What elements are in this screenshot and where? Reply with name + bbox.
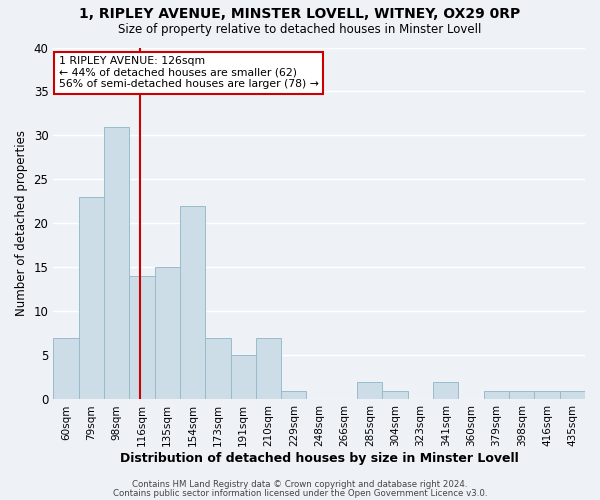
Bar <box>53 338 79 400</box>
Text: Contains public sector information licensed under the Open Government Licence v3: Contains public sector information licen… <box>113 488 487 498</box>
Bar <box>281 390 307 400</box>
Y-axis label: Number of detached properties: Number of detached properties <box>15 130 28 316</box>
Text: 1 RIPLEY AVENUE: 126sqm
← 44% of detached houses are smaller (62)
56% of semi-de: 1 RIPLEY AVENUE: 126sqm ← 44% of detache… <box>59 56 319 90</box>
Bar <box>256 338 281 400</box>
Bar <box>357 382 382 400</box>
Bar <box>180 206 205 400</box>
X-axis label: Distribution of detached houses by size in Minster Lovell: Distribution of detached houses by size … <box>120 452 518 465</box>
Bar <box>205 338 230 400</box>
Bar <box>129 276 155 400</box>
Bar <box>155 268 180 400</box>
Bar <box>433 382 458 400</box>
Bar <box>484 390 509 400</box>
Bar <box>535 390 560 400</box>
Text: 1, RIPLEY AVENUE, MINSTER LOVELL, WITNEY, OX29 0RP: 1, RIPLEY AVENUE, MINSTER LOVELL, WITNEY… <box>79 8 521 22</box>
Bar <box>382 390 408 400</box>
Text: Size of property relative to detached houses in Minster Lovell: Size of property relative to detached ho… <box>118 22 482 36</box>
Bar <box>560 390 585 400</box>
Bar <box>509 390 535 400</box>
Bar <box>104 126 129 400</box>
Text: Contains HM Land Registry data © Crown copyright and database right 2024.: Contains HM Land Registry data © Crown c… <box>132 480 468 489</box>
Bar <box>230 356 256 400</box>
Bar <box>79 197 104 400</box>
